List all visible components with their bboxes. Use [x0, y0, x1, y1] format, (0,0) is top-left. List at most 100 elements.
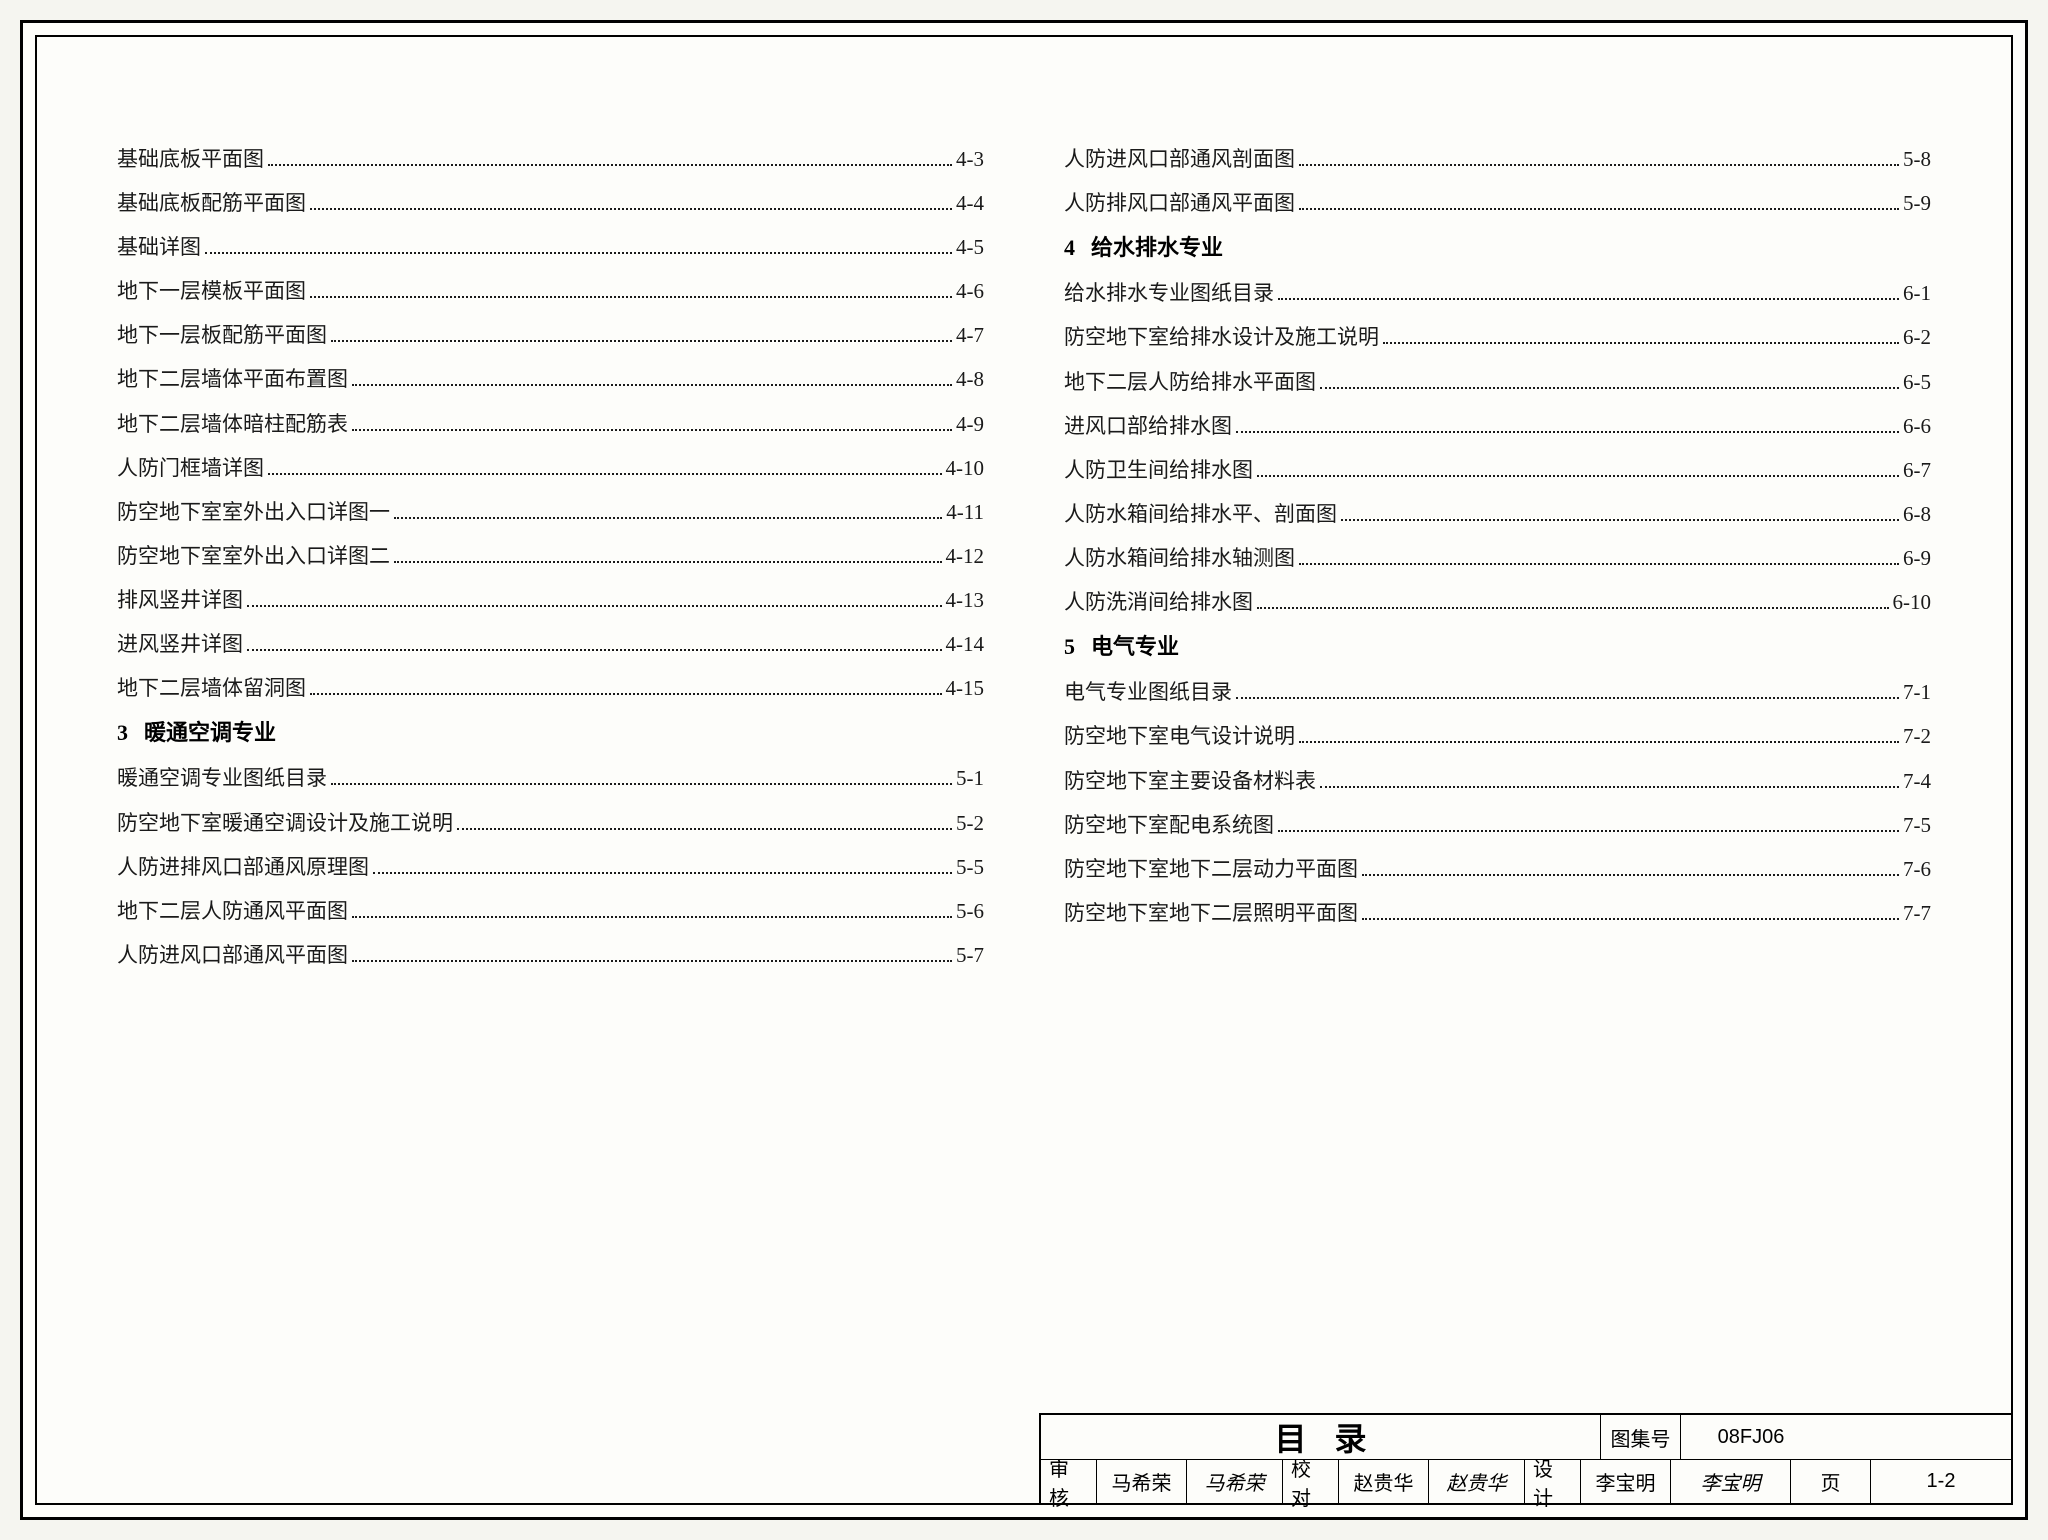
toc-entry-title: 人防水箱间给排水轴测图 — [1064, 536, 1295, 580]
check-label: 校对 — [1283, 1460, 1339, 1503]
toc-dots — [1236, 431, 1899, 433]
toc-dots — [205, 252, 952, 254]
toc-dots — [310, 208, 952, 210]
toc-entry: 人防门框墙详图4-10 — [117, 446, 984, 490]
toc-entry-title: 防空地下室室外出入口详图二 — [117, 534, 390, 578]
toc-entry: 防空地下室配电系统图7-5 — [1064, 803, 1931, 847]
toc-entry-page: 4-4 — [956, 181, 984, 225]
toc-entry: 给水排水专业图纸目录6-1 — [1064, 271, 1931, 315]
toc-columns: 基础底板平面图4-3基础底板配筋平面图4-4基础详图4-5地下一层模板平面图 4-… — [117, 137, 1931, 977]
toc-entry-page: 4-14 — [946, 622, 985, 666]
toc-entry-page: 4-3 — [956, 137, 984, 181]
toc-dots — [352, 429, 952, 431]
toc-dots — [268, 473, 942, 475]
toc-entry-title: 进风竖井详图 — [117, 622, 243, 666]
toc-entry: 人防卫生间给排水图 6-7 — [1064, 448, 1931, 492]
toc-entry-title: 人防门框墙详图 — [117, 446, 264, 490]
toc-entry-title: 人防进风口部通风剖面图 — [1064, 137, 1295, 181]
atlas-code: 08FJ06 — [1681, 1415, 1821, 1459]
inner-frame: 基础底板平面图4-3基础底板配筋平面图4-4基础详图4-5地下一层模板平面图 4-… — [35, 35, 2013, 1505]
section-number: 4 — [1064, 235, 1075, 260]
toc-dots — [1341, 519, 1899, 521]
toc-entry-title: 人防进风口部通风平面图 — [117, 933, 348, 977]
toc-dots — [310, 693, 942, 695]
toc-entry-page: 4-13 — [946, 578, 985, 622]
toc-entry: 基础底板平面图4-3 — [117, 137, 984, 181]
toc-entry-page: 4-8 — [956, 357, 984, 401]
toc-entry-title: 地下二层人防通风平面图 — [117, 889, 348, 933]
toc-entry: 地下二层人防给排水平面图 6-5 — [1064, 360, 1931, 404]
toc-entry-page: 5-2 — [956, 801, 984, 845]
toc-entry-page: 4-7 — [956, 313, 984, 357]
title-row-1: 目录 图集号 08FJ06 — [1041, 1415, 2011, 1459]
toc-entry: 地下二层人防通风平面图5-6 — [117, 889, 984, 933]
section-heading: 5电气专业 — [1064, 624, 1931, 670]
toc-dots — [331, 783, 952, 785]
toc-entry-title: 排风竖井详图 — [117, 578, 243, 622]
toc-entry-page: 7-5 — [1903, 803, 1931, 847]
section-title: 暖通空调专业 — [144, 720, 276, 745]
toc-dots — [394, 561, 942, 563]
toc-dots — [352, 384, 952, 386]
page-number: 1-2 — [1871, 1460, 2011, 1503]
toc-entry-title: 人防水箱间给排水平、剖面图 — [1064, 492, 1337, 536]
toc-entry-title: 人防排风口部通风平面图 — [1064, 181, 1295, 225]
toc-entry-page: 6-7 — [1903, 448, 1931, 492]
toc-entry-title: 地下二层墙体平面布置图 — [117, 357, 348, 401]
toc-entry-title: 地下二层墙体留洞图 — [117, 666, 306, 710]
toc-entry: 人防洗消间给排水图6-10 — [1064, 580, 1931, 624]
toc-entry-title: 给水排水专业图纸目录 — [1064, 271, 1274, 315]
review-signature: 马希荣 — [1187, 1460, 1283, 1503]
toc-dots — [1278, 830, 1899, 832]
design-label: 设计 — [1525, 1460, 1581, 1503]
toc-entry-page: 6-5 — [1903, 360, 1931, 404]
title-block: 目录 图集号 08FJ06 审核 马希荣 马希荣 校对 赵贵华 赵贵华 设计 李… — [1039, 1413, 2011, 1503]
toc-dots — [1383, 342, 1899, 344]
toc-entry: 人防水箱间给排水平、剖面图6-8 — [1064, 492, 1931, 536]
toc-entry: 地下二层墙体暗柱配筋表4-9 — [117, 402, 984, 446]
toc-entry: 人防水箱间给排水轴测图6-9 — [1064, 536, 1931, 580]
toc-entry: 人防进风口部通风平面图5-7 — [117, 933, 984, 977]
section-number: 5 — [1064, 634, 1075, 659]
toc-entry: 基础底板配筋平面图4-4 — [117, 181, 984, 225]
toc-entry-title: 人防卫生间给排水图 — [1064, 448, 1253, 492]
toc-entry: 人防进排风口部通风原理图5-5 — [117, 845, 984, 889]
toc-entry-title: 人防洗消间给排水图 — [1064, 580, 1253, 624]
toc-entry-title: 暖通空调专业图纸目录 — [117, 756, 327, 800]
toc-entry-title: 人防进排风口部通风原理图 — [117, 845, 369, 889]
toc-dots — [331, 340, 952, 342]
toc-entry-title: 防空地下室主要设备材料表 — [1064, 759, 1316, 803]
toc-entry-title: 地下二层墙体暗柱配筋表 — [117, 402, 348, 446]
toc-entry-page: 4-11 — [946, 490, 984, 534]
toc-entry-page: 4-5 — [956, 225, 984, 269]
page-label: 页 — [1791, 1460, 1871, 1503]
toc-entry-title: 防空地下室暖通空调设计及施工说明 — [117, 801, 453, 845]
toc-dots — [394, 517, 942, 519]
toc-entry-page: 4-6 — [956, 269, 984, 313]
toc-dots — [1257, 475, 1899, 477]
toc-entry: 基础详图4-5 — [117, 225, 984, 269]
toc-entry: 排风竖井详图 4-13 — [117, 578, 984, 622]
toc-entry-page: 7-2 — [1903, 714, 1931, 758]
toc-dots — [310, 296, 952, 298]
toc-entry-title: 地下一层模板平面图 — [117, 269, 306, 313]
toc-dots — [247, 605, 942, 607]
toc-dots — [1299, 208, 1899, 210]
toc-entry-page: 5-9 — [1903, 181, 1931, 225]
toc-entry: 人防进风口部通风剖面图5-8 — [1064, 137, 1931, 181]
toc-dots — [373, 872, 952, 874]
toc-entry: 电气专业图纸目录7-1 — [1064, 670, 1931, 714]
toc-dots — [352, 916, 952, 918]
toc-dots — [457, 828, 952, 830]
section-title: 给水排水专业 — [1091, 235, 1223, 260]
toc-entry-title: 地下二层人防给排水平面图 — [1064, 360, 1316, 404]
toc-entry: 防空地下室地下二层照明平面图7-7 — [1064, 891, 1931, 935]
toc-dots — [1320, 786, 1899, 788]
toc-dots — [1299, 164, 1899, 166]
toc-entry-page: 6-6 — [1903, 404, 1931, 448]
review-label: 审核 — [1041, 1460, 1097, 1503]
design-name: 李宝明 — [1581, 1460, 1671, 1503]
toc-dots — [247, 649, 942, 651]
toc-entry: 地下二层墙体留洞图 4-15 — [117, 666, 984, 710]
toc-entry-page: 4-15 — [946, 666, 985, 710]
